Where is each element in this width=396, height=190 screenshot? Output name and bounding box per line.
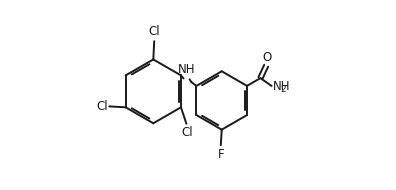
- Text: F: F: [217, 148, 224, 161]
- Text: Cl: Cl: [181, 127, 193, 139]
- Text: NH: NH: [273, 80, 291, 93]
- Text: Cl: Cl: [148, 25, 160, 38]
- Text: 2: 2: [280, 85, 286, 94]
- Text: Cl: Cl: [97, 100, 109, 113]
- Text: NH: NH: [178, 63, 196, 76]
- Text: O: O: [263, 51, 272, 64]
